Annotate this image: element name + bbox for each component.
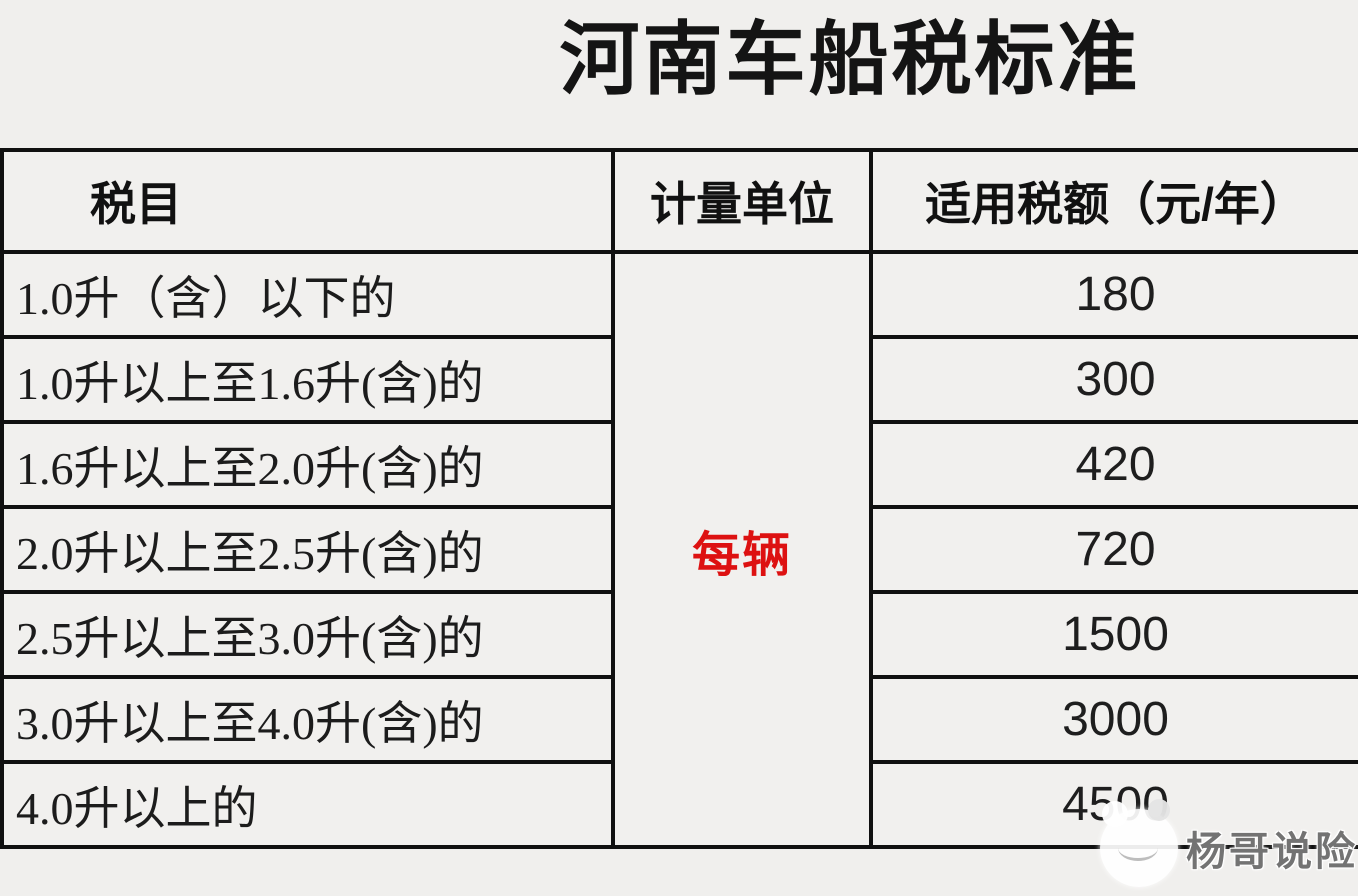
- amount-cell: 720: [869, 505, 1358, 594]
- table-row: 3.0升以上至4.0升(含)的 3000: [0, 675, 1358, 764]
- table-header: 税目 计量单位 适用税额（元/年）: [0, 148, 1358, 254]
- table-row: 1.6升以上至2.0升(含)的 420: [0, 420, 1358, 509]
- page: 河南车船税标准 税目 计量单位 适用税额（元/年） 1.0升（含）以下的 每辆 …: [0, 8, 1358, 896]
- header-unit: 计量单位: [611, 148, 873, 254]
- table-body: 1.0升（含）以下的 每辆 180 1.0升以上至1.6升(含)的 300 1.…: [0, 250, 1358, 849]
- table-row: 2.0升以上至2.5升(含)的 720: [0, 505, 1358, 594]
- header-amount: 适用税额（元/年）: [869, 148, 1358, 254]
- tax-item-cell: 3.0升以上至4.0升(含)的: [0, 675, 615, 764]
- tax-item-cell: 1.0升以上至1.6升(含)的: [0, 335, 615, 424]
- header-tax-item: 税目: [0, 148, 615, 254]
- table-row: 1.0升（含）以下的 每辆 180: [0, 250, 1358, 849]
- unit-cell: 每辆: [611, 250, 873, 849]
- amount-cell: 3000: [869, 675, 1358, 764]
- tax-rate-table: 税目 计量单位 适用税额（元/年） 1.0升（含）以下的 每辆 180 1.0升…: [0, 148, 1358, 849]
- tax-item-cell: 1.6升以上至2.0升(含)的: [0, 420, 615, 509]
- unit-value: 每辆: [691, 528, 792, 582]
- tax-item-cell: 4.0升以上的: [0, 760, 615, 849]
- amount-cell: 180: [869, 250, 1358, 339]
- amount-cell: 420: [869, 420, 1358, 509]
- table-row: 1.0升以上至1.6升(含)的 300: [0, 335, 1358, 424]
- tax-item-cell: 1.0升（含）以下的: [0, 250, 615, 339]
- amount-cell: 300: [869, 335, 1358, 424]
- tax-item-cell: 2.0升以上至2.5升(含)的: [0, 505, 615, 594]
- header-row: 税目 计量单位 适用税额（元/年）: [0, 148, 1358, 254]
- amount-cell: 1500: [869, 590, 1358, 679]
- page-title: 河南车船税标准: [559, 15, 1141, 104]
- amount-cell: 4500: [869, 760, 1358, 849]
- table-row: 2.5升以上至3.0升(含)的 1500: [0, 590, 1358, 679]
- tax-item-cell: 2.5升以上至3.0升(含)的: [0, 590, 615, 679]
